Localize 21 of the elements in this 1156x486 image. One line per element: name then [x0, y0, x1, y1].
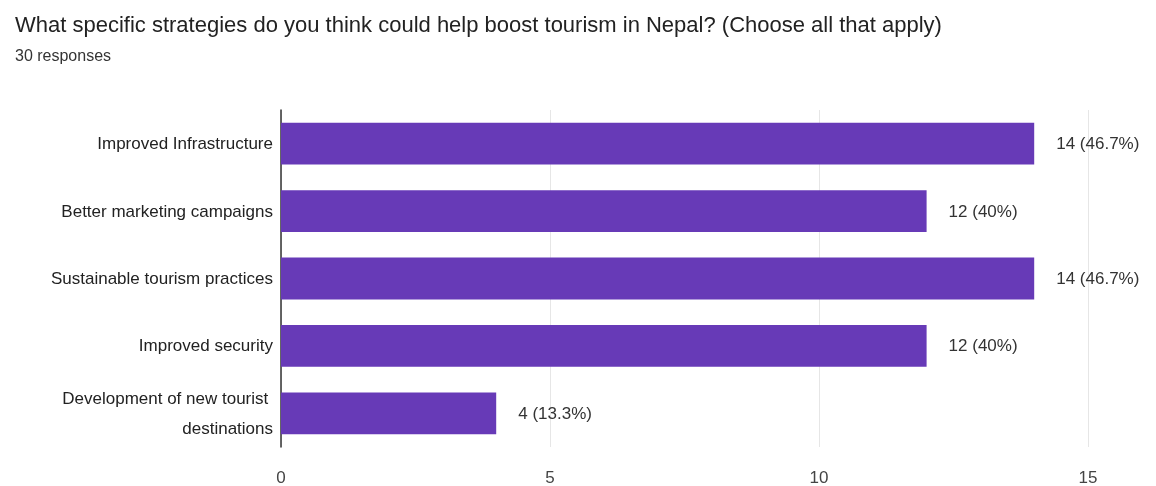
y-tick-label: Development of new tourist destinations — [62, 388, 273, 438]
bar — [281, 392, 497, 435]
data-label: 14 (46.7%) — [1056, 269, 1140, 288]
bar — [281, 257, 1035, 300]
text: 30 responses — [15, 46, 112, 64]
y-tick-label: Improved security — [138, 336, 274, 356]
x-tick-label: 10 — [809, 468, 829, 486]
x-tick-label: 5 — [545, 468, 555, 486]
y-tick-label: Better marketing campaigns — [61, 201, 273, 221]
data-label: 14 (46.7%) — [1056, 134, 1140, 154]
data-label: 4 (13.3%) — [518, 403, 592, 423]
bar — [281, 122, 1035, 165]
data-label: 12 (40%) — [948, 336, 1018, 356]
y-tick-label: Sustainable tourism practices — [50, 269, 273, 288]
chart-title: What specific strategies do you think could help boost tourism in Nepal? (Choose all that apply) — [15, 11, 942, 37]
y-tick-label: Improved Infrastructure — [97, 134, 273, 154]
x-tick-label: 0 — [276, 468, 286, 486]
data-label: 12 (40%) — [948, 201, 1018, 221]
bar — [281, 190, 927, 232]
x-tick-label: 15 — [1078, 468, 1098, 486]
bar — [281, 325, 927, 367]
